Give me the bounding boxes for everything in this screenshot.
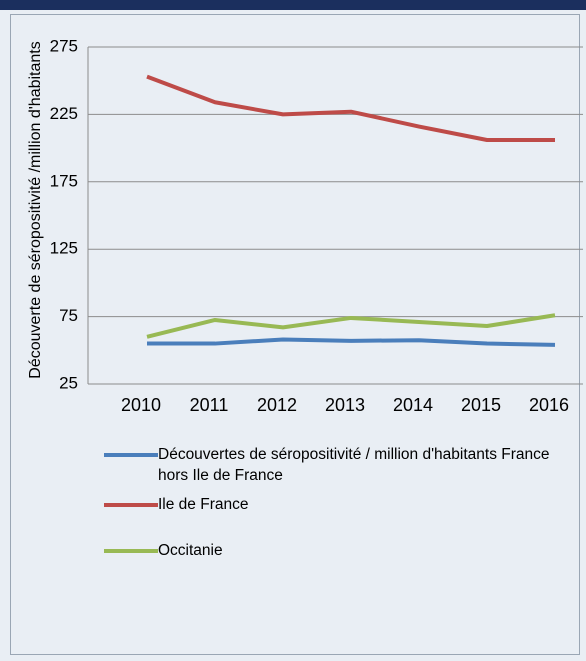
y-tick-label: 175 xyxy=(50,171,78,190)
y-tick-label: 75 xyxy=(59,306,78,325)
series-line xyxy=(146,74,555,143)
legend-item: Découvertes de séropositivité / million … xyxy=(104,444,578,486)
header-band xyxy=(0,0,586,10)
x-tick-label: 2014 xyxy=(393,395,433,415)
x-tick-label: 2013 xyxy=(325,395,365,415)
x-tick-label: 2015 xyxy=(461,395,501,415)
x-tick-label: 2016 xyxy=(529,395,569,415)
series-line xyxy=(147,337,556,347)
x-tick-label: 2011 xyxy=(190,395,229,415)
legend-swatch xyxy=(104,453,158,457)
legend-label: Découvertes de séropositivité / million … xyxy=(158,446,550,484)
legend-label: Occitanie xyxy=(158,542,223,559)
y-tick-label: 125 xyxy=(50,239,78,258)
y-axis-label: Découverte de séropositivité /million d'… xyxy=(27,41,44,378)
chart-frame xyxy=(10,14,580,655)
y-tick-label: 25 xyxy=(59,373,78,392)
x-tick-label: 2010 xyxy=(121,395,161,415)
legend-swatch xyxy=(104,503,158,507)
legend-swatch xyxy=(104,549,158,553)
legend-label: Ile de France xyxy=(158,496,249,513)
series-line xyxy=(146,313,556,339)
legend-item: Occitanie xyxy=(104,540,578,561)
legend-item: Ile de France xyxy=(104,494,578,515)
y-tick-label: 275 xyxy=(50,36,78,55)
x-tick-label: 2012 xyxy=(257,395,297,415)
y-tick-label: 225 xyxy=(50,104,78,123)
